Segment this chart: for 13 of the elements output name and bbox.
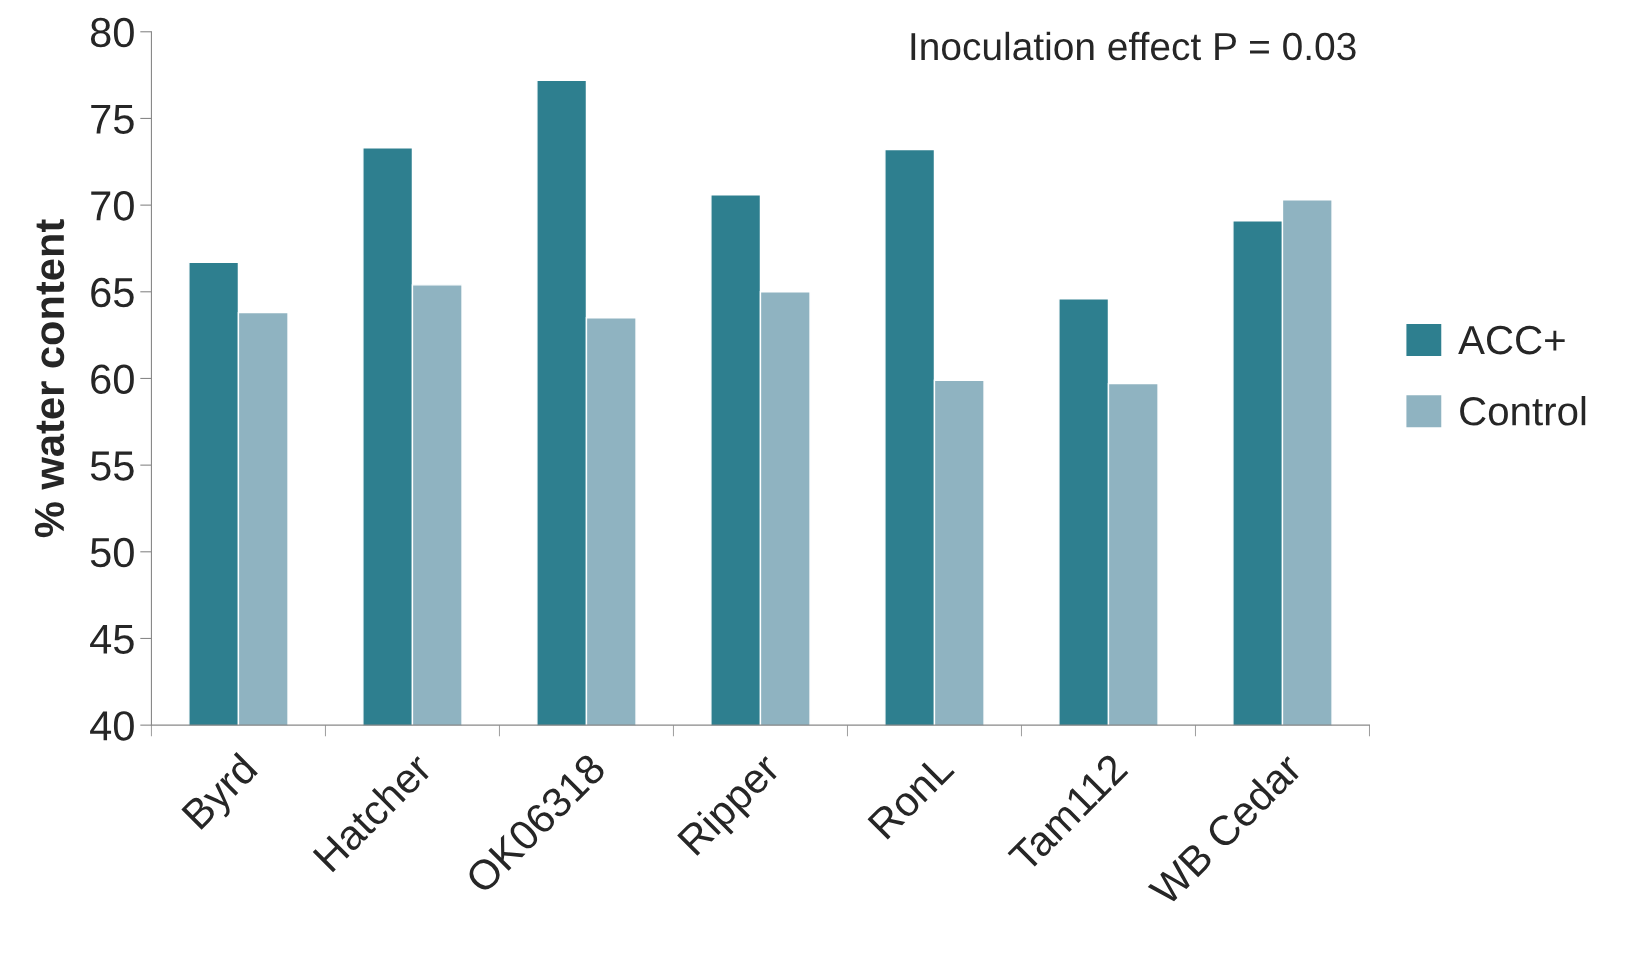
annotation: Inoculation effect P = 0.03 — [911, 31, 1356, 61]
y-tick-label: 50 — [90, 537, 134, 568]
y-tick-label: 80 — [90, 17, 134, 48]
legend-label: ACC+ — [1458, 325, 1565, 355]
y-axis-title: % water content — [34, 219, 65, 538]
y-tick-label: 55 — [90, 451, 134, 481]
y-tick-label: 45 — [90, 624, 134, 654]
y-tick-label: 75 — [91, 104, 134, 134]
y-tick-label: 60 — [91, 364, 134, 394]
y-tick-label: 70 — [91, 191, 134, 221]
y-tick-label: 40 — [90, 711, 134, 741]
legend-label: Control — [1460, 395, 1586, 426]
y-tick-label: 65 — [91, 277, 134, 308]
